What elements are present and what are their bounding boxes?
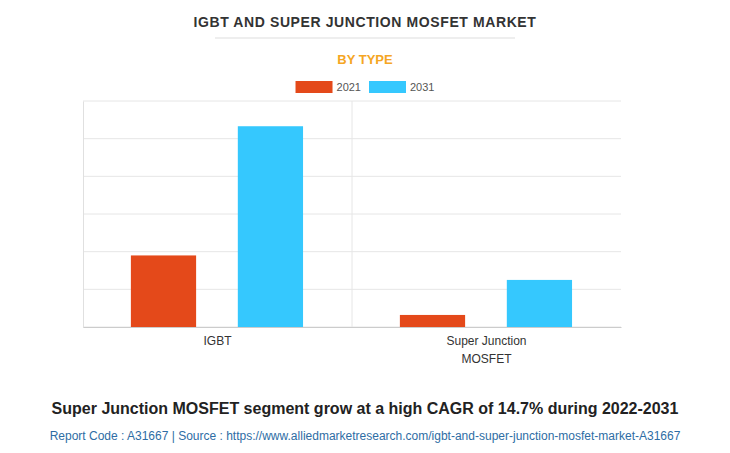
legend-swatch (369, 81, 406, 93)
source-note: Report Code : A31667 | Source : https://… (50, 429, 681, 443)
y-axis (83, 102, 85, 328)
bar (507, 280, 572, 327)
grid (83, 101, 621, 327)
legend-label: 2031 (410, 81, 434, 93)
bar (400, 315, 465, 327)
chart: IGBT AND SUPER JUNCTION MOSFET MARKET BY … (0, 0, 730, 453)
x-tick: IGBT (203, 327, 232, 348)
y-axis-line (83, 102, 84, 328)
bar (238, 126, 303, 327)
bar (131, 255, 196, 327)
x-tick: Super JunctionMOSFET (446, 327, 526, 366)
title: IGBT AND SUPER JUNCTION MOSFET MARKET (194, 14, 537, 30)
legend-item: 2031 (369, 81, 434, 93)
bars (131, 126, 572, 327)
category-divider (352, 101, 353, 327)
legend-swatch (296, 81, 333, 93)
x-tick-label: IGBT (203, 334, 232, 348)
title-rule (215, 38, 515, 39)
x-tick-label: Super JunctionMOSFET (446, 334, 526, 366)
x-axis: IGBT Super JunctionMOSFET (84, 327, 622, 366)
legend: 2021 2031 (296, 81, 435, 93)
caption: Super Junction MOSFET segment grow at a … (52, 400, 679, 417)
legend-label: 2021 (337, 81, 361, 93)
x-axis-line (84, 327, 622, 328)
legend-item: 2021 (296, 81, 361, 93)
subtitle: BY TYPE (337, 52, 393, 67)
